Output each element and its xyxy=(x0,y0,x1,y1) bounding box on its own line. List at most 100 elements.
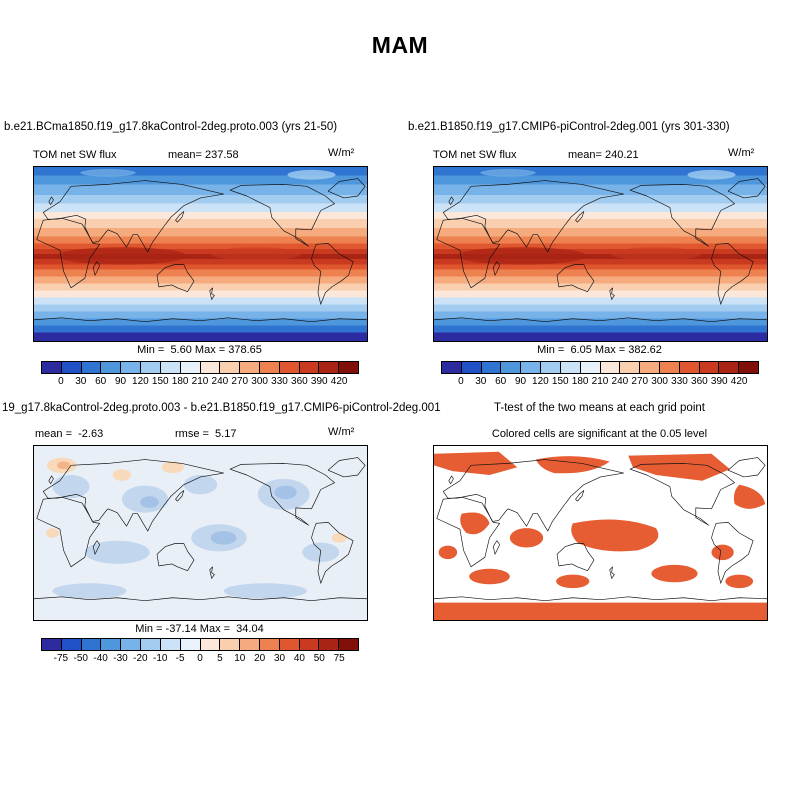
case2-header: b.e21.B1850.f19_g17.CMIP6-piControl-2deg… xyxy=(408,121,730,133)
colorbar-tick: 300 xyxy=(651,376,668,387)
colorbar-tick: 420 xyxy=(730,376,748,387)
colorbar-tick: 210 xyxy=(191,376,209,387)
colorbar-tick: 60 xyxy=(95,376,107,387)
colorbar-cell xyxy=(599,362,620,373)
colorbar-cell xyxy=(120,362,141,373)
colorbar-cell xyxy=(579,362,600,373)
ttest-map-svg xyxy=(434,446,767,620)
colorbar-tick: 0 xyxy=(58,376,64,387)
colorbar-cell xyxy=(60,362,81,373)
diff-colorbar: -75 -50 -40 -30 -20 -10 -5 0 5 10 20 30 40 50 75 xyxy=(41,638,359,664)
colorbar-cell xyxy=(338,362,358,373)
ttest-subtitle: Colored cells are significant at the 0.0… xyxy=(491,428,708,440)
case2-minmax: Min = 6.05 Max = 382.62 xyxy=(537,344,662,356)
colorbar-tick: 30 xyxy=(475,376,487,387)
colorbar-tick: -10 xyxy=(153,653,168,664)
colorbar-tick: 270 xyxy=(631,376,649,387)
colorbar-tick: 0 xyxy=(197,653,203,664)
colorbar-cell xyxy=(100,639,121,650)
colorbar-tick: 330 xyxy=(671,376,688,387)
colorbar-cell xyxy=(239,639,259,650)
colorbar-tick: -20 xyxy=(133,653,148,664)
case1-map xyxy=(33,166,368,342)
colorbar-tick: 180 xyxy=(571,376,589,387)
colorbar-cell xyxy=(60,639,81,650)
colorbar-tick: -50 xyxy=(73,653,88,664)
colorbar-tick: -30 xyxy=(113,653,128,664)
colorbar-tick: 120 xyxy=(132,376,149,387)
colorbar-tick: 120 xyxy=(532,376,549,387)
case2-map xyxy=(433,166,768,342)
colorbar-cell xyxy=(318,362,339,373)
colorbar-tick: 5 xyxy=(217,653,223,664)
colorbar-cell xyxy=(278,362,299,373)
stronger-positive-blob xyxy=(57,461,71,470)
figure-title: MAM xyxy=(371,32,429,58)
colorbar-tick-labels: 0 30 60 90 120 150 180 210 240 270 300 330 360 390 420 xyxy=(41,374,359,387)
contour-accent xyxy=(457,247,587,265)
colorbar-cell xyxy=(42,362,61,373)
colorbar-cell xyxy=(258,639,279,650)
colorbar-tick: 90 xyxy=(114,376,127,387)
colorbar-cell xyxy=(500,362,521,373)
diff-units-label: W/m² xyxy=(328,426,355,438)
colorbar-tick: 360 xyxy=(691,376,708,387)
colorbar-cell xyxy=(278,639,299,650)
colorbar-tick: 60 xyxy=(495,376,507,387)
contour-accent xyxy=(211,247,301,261)
diff-map xyxy=(33,445,368,621)
diff-minmax: Min = -37.14 Max = 34.04 xyxy=(135,623,264,635)
contour-accent xyxy=(611,247,701,261)
contour-accent xyxy=(287,169,336,180)
colorbar-tick: 210 xyxy=(591,376,609,387)
case1-variable-label: TOM net SW flux xyxy=(33,149,117,161)
colorbar-tick: 330 xyxy=(271,376,288,387)
case2-map-svg xyxy=(434,167,767,341)
colorbar-cell xyxy=(80,362,101,373)
diff-map-svg xyxy=(34,446,367,620)
case1-header: b.e21.BCma1850.f19_g17.8kaControl-2deg.p… xyxy=(4,121,338,133)
colorbar-tick: 90 xyxy=(514,376,527,387)
case2-colorbar: 0 30 60 90 120 150 180 210 240 270 300 330 360 390 420 xyxy=(441,361,759,387)
colorbar-cell xyxy=(199,362,220,373)
colorbar-tick: 240 xyxy=(211,376,229,387)
diff-rmse-label: rmse = 5.17 xyxy=(175,428,237,440)
colorbar-cell xyxy=(738,362,758,373)
contour-accent xyxy=(687,169,736,180)
colorbar-tick: 390 xyxy=(710,376,728,387)
colorbar-tick: 420 xyxy=(330,376,348,387)
colorbar-cell xyxy=(619,362,640,373)
colorbar-cell xyxy=(100,362,121,373)
colorbar-cell xyxy=(140,639,160,650)
colorbar-cells xyxy=(41,361,359,374)
case1-map-svg xyxy=(34,167,367,341)
colorbar-cell xyxy=(698,362,719,373)
colorbar-cell xyxy=(298,362,319,373)
colorbar-tick-labels: -75 -50 -40 -30 -20 -10 -5 0 5 10 20 30 40 50 75 xyxy=(41,651,359,664)
colorbar-cell xyxy=(460,362,481,373)
stronger-negative-blobs xyxy=(140,485,297,545)
colorbar-tick: 270 xyxy=(231,376,249,387)
colorbar-tick: 240 xyxy=(611,376,629,387)
colorbar-tick-labels: 0 30 60 90 120 150 180 210 240 270 300 330 360 390 420 xyxy=(441,374,759,387)
colorbar-cell xyxy=(219,362,240,373)
contour-accent xyxy=(480,168,536,177)
colorbar-cell xyxy=(199,639,220,650)
colorbar-tick: 0 xyxy=(458,376,464,387)
colorbar-tick: 30 xyxy=(273,653,286,664)
colorbar-tick: 150 xyxy=(551,376,569,387)
colorbar-cell xyxy=(318,639,339,650)
colorbar-cell xyxy=(639,362,659,373)
colorbar-cell xyxy=(718,362,739,373)
case1-units-label: W/m² xyxy=(328,147,355,159)
colorbar-cell xyxy=(520,362,541,373)
colorbar-cell xyxy=(179,639,200,650)
contour-accent xyxy=(80,168,136,177)
ttest-map xyxy=(433,445,768,621)
colorbar-tick: -75 xyxy=(53,653,69,664)
colorbar-cell xyxy=(678,362,699,373)
colorbar-cells xyxy=(441,361,759,374)
colorbar-cell xyxy=(80,639,101,650)
diff-header: 19_g17.8kaControl-2deg.proto.003 - b.e21… xyxy=(2,402,441,414)
colorbar-cell xyxy=(559,362,580,373)
